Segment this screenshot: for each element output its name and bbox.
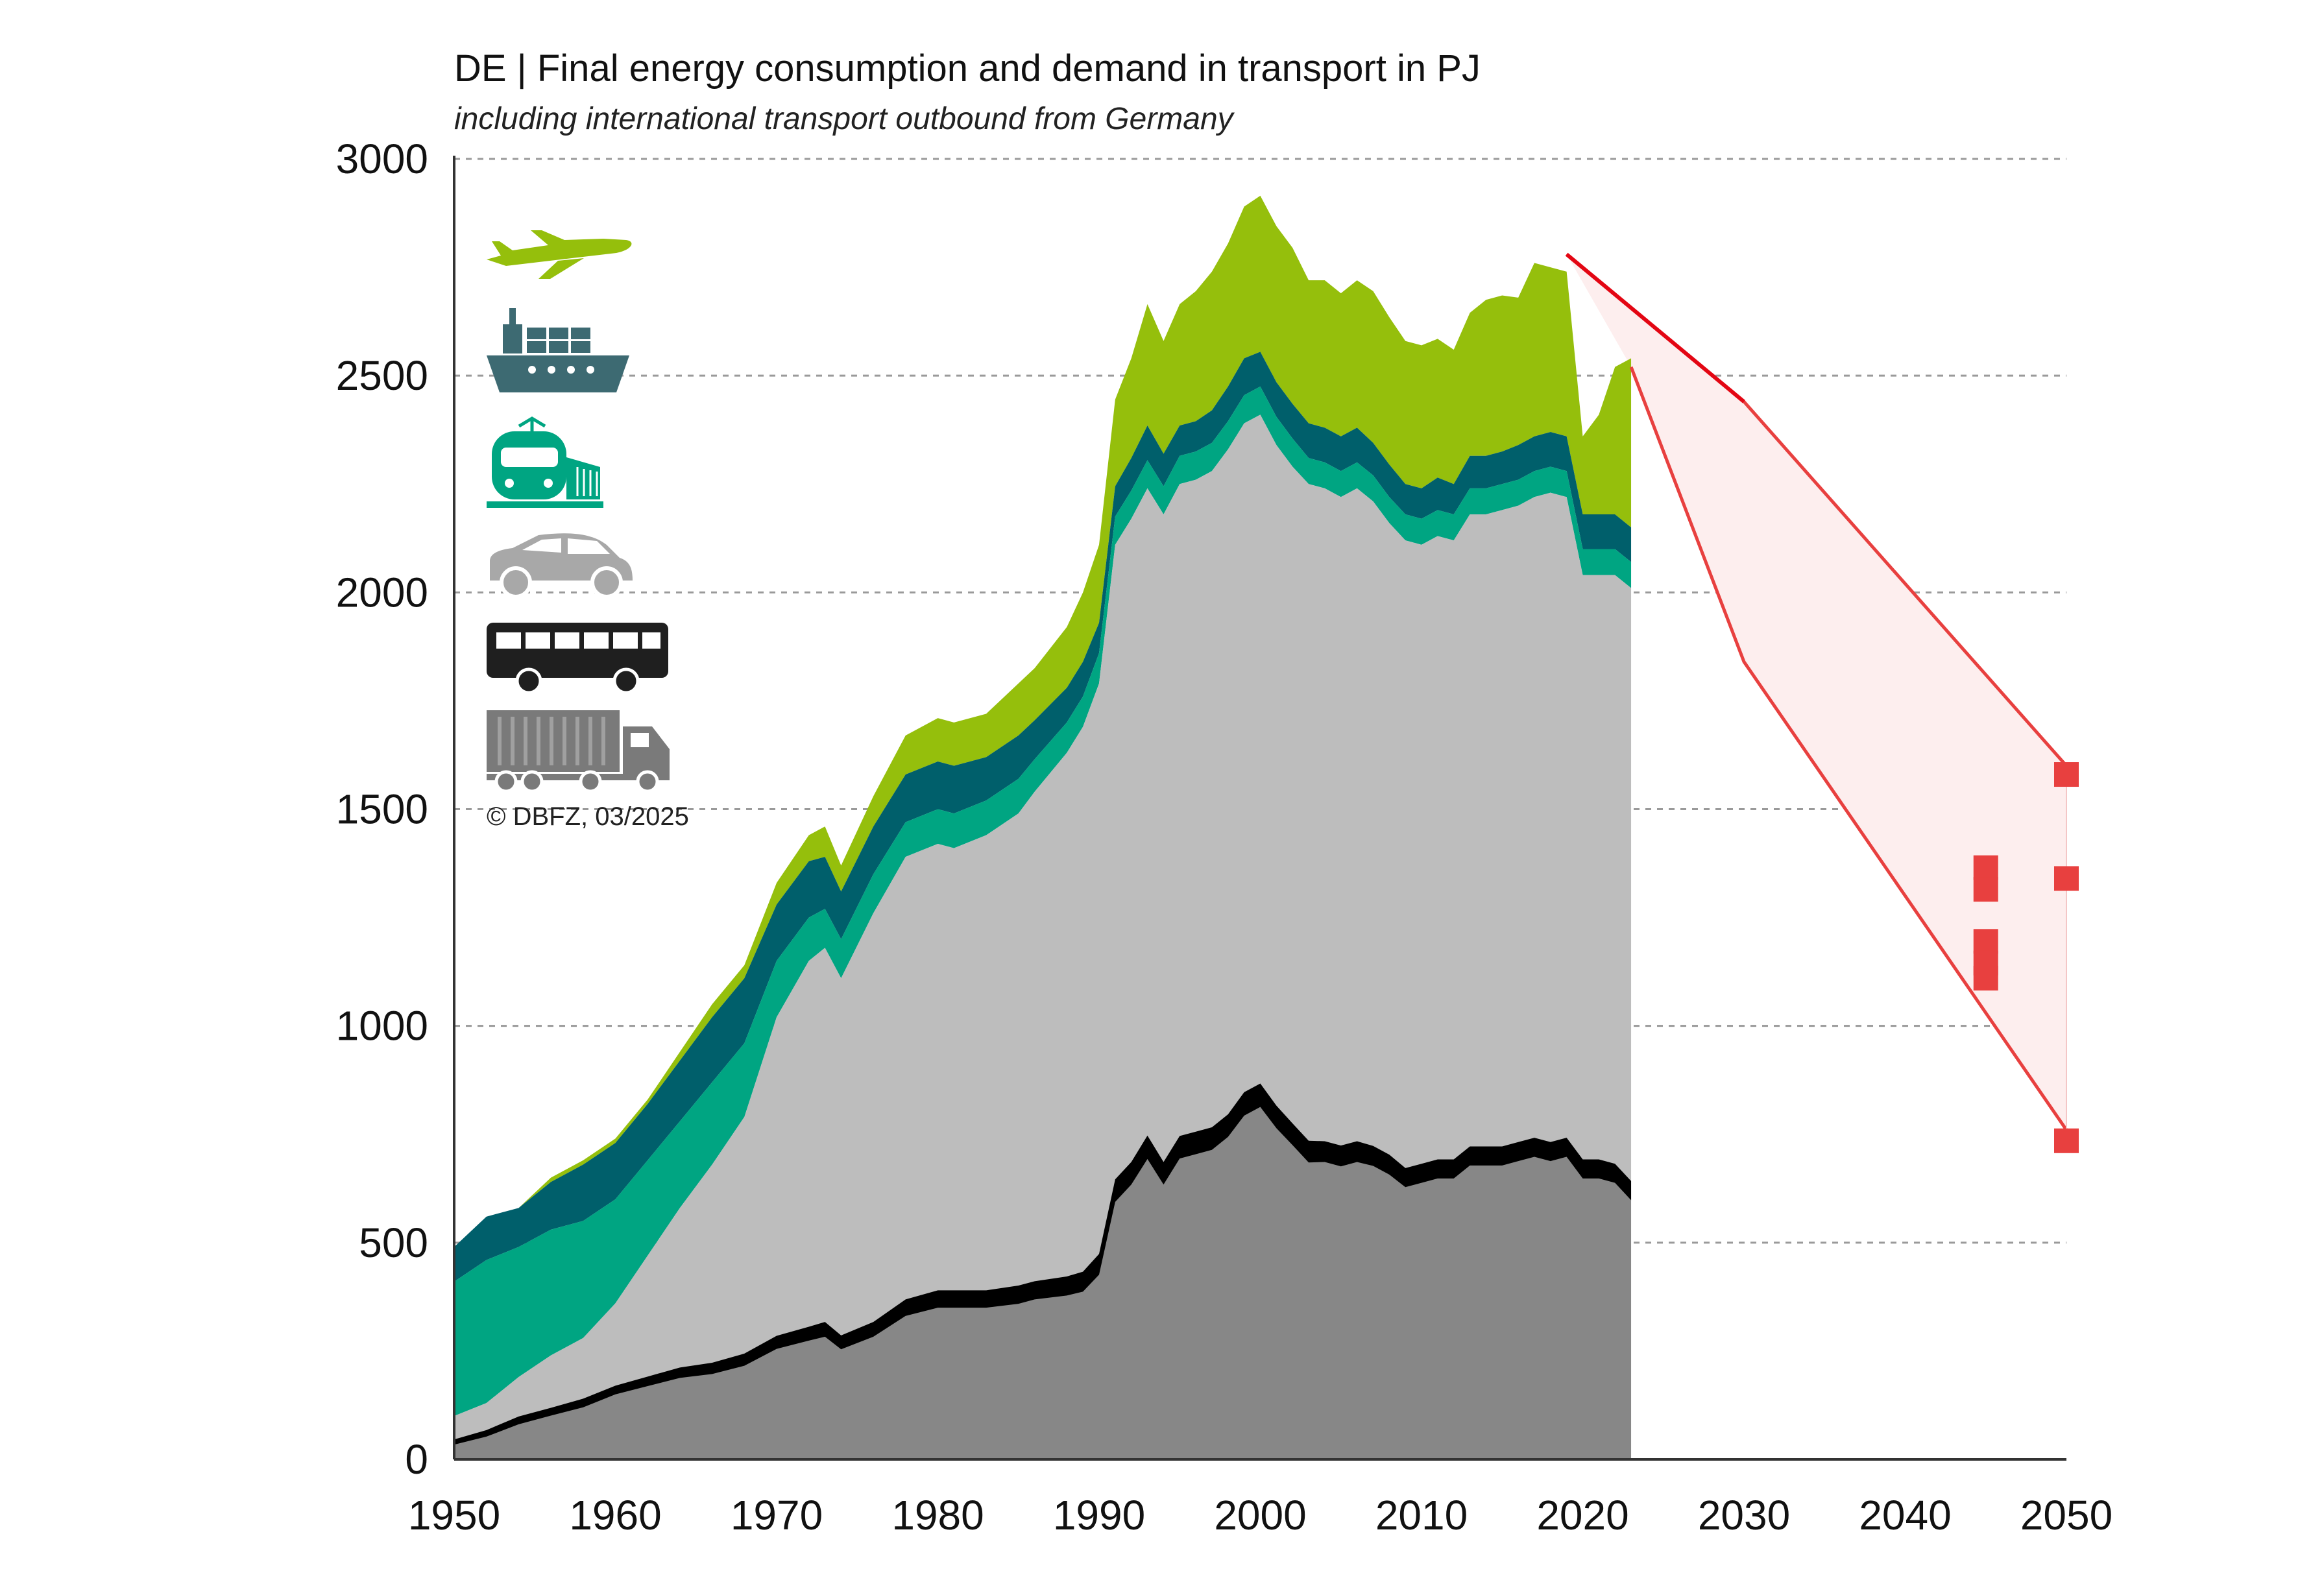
x-tick-label: 2020 (1536, 1492, 1628, 1539)
freight-boundary-line (454, 1083, 1632, 1445)
y-tick-label: 1500 (336, 786, 428, 833)
area-road-freight (454, 1095, 1632, 1459)
area-road-passenger (454, 414, 1632, 1443)
scenario-point-2 (2054, 866, 2079, 891)
chart-subtitle: including international transport outbou… (454, 102, 1233, 136)
copyright-credit: © DBFZ, 03/2025 (487, 802, 689, 831)
scenario-point-8 (1973, 966, 1998, 991)
x-tick-label: 2040 (1859, 1492, 1951, 1539)
ship-icon (487, 308, 629, 392)
x-tick-label: 2030 (1698, 1492, 1790, 1539)
x-tick-label: 2010 (1375, 1492, 1468, 1539)
x-tick-label: 1960 (569, 1492, 661, 1539)
tick-labels: 0 500 1000 1500 2000 2500 3000 1950 1960 1970 1980… (336, 136, 2113, 1539)
airplane-icon (487, 230, 632, 279)
y-tick-label: 2000 (336, 569, 428, 616)
x-tick-label: 1980 (891, 1492, 984, 1539)
truck-icon (487, 710, 670, 793)
y-tick-label: 3000 (336, 136, 428, 182)
scenario-point-6 (1973, 929, 1998, 954)
projection-band (1566, 254, 2066, 1131)
y-tick-label: 500 (359, 1219, 428, 1266)
car-icon (490, 533, 633, 599)
scenario-point-1 (2054, 762, 2079, 787)
area-shipping (454, 352, 1632, 1282)
area-rail (454, 386, 1632, 1417)
bus-icon (487, 623, 668, 695)
area-aviation (454, 195, 1632, 1247)
y-tick-label: 0 (405, 1436, 428, 1483)
projection-range-fill (1566, 254, 2066, 1131)
x-tick-label: 2050 (2020, 1492, 2112, 1539)
y-tick-label: 1000 (336, 1003, 428, 1049)
y-tick-label: 2500 (336, 352, 428, 399)
stacked-areas (454, 195, 1632, 1459)
chart-title: DE | Final energy consumption and demand… (454, 47, 1481, 90)
scenario-point-3 (2054, 1128, 2079, 1153)
x-tick-label: 2000 (1214, 1492, 1306, 1539)
projection-lines (1565, 252, 2068, 1131)
axes (453, 156, 2066, 1461)
train-icon (487, 416, 603, 508)
scenario-point-4 (1973, 855, 1998, 880)
projection-lower-line (1629, 366, 2068, 1131)
projection-upper-line-start (1565, 252, 1745, 403)
x-tick-label: 1990 (1053, 1492, 1145, 1539)
scenario-points (1973, 762, 2079, 1153)
scenario-point-5 (1973, 877, 1998, 902)
x-tick-label: 1970 (731, 1492, 823, 1539)
x-tick-label: 1950 (408, 1492, 500, 1539)
